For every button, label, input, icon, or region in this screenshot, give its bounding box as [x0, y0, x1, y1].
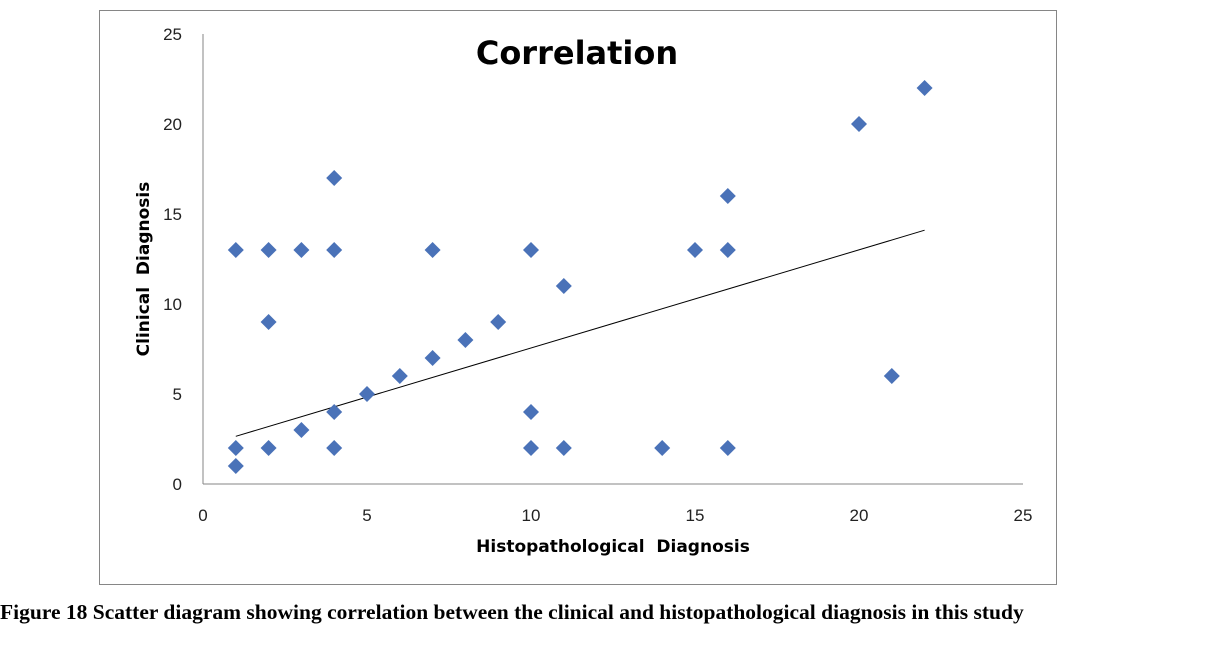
- data-point: [359, 386, 375, 402]
- data-point: [293, 422, 310, 438]
- data-point: [490, 314, 507, 330]
- figure-caption: Figure 18 Scatter diagram showing correl…: [0, 600, 1024, 624]
- data-point: [719, 440, 736, 456]
- trendline: [235, 229, 925, 437]
- data-point: [260, 242, 277, 258]
- data-point: [654, 440, 671, 456]
- data-point: [326, 242, 343, 258]
- x-tick-label: 5: [362, 506, 371, 525]
- y-tick-label: 10: [163, 295, 182, 314]
- chart-frame: Correlation 0 5 10 15 20 25 0 5 10 15 20 25 Histopa…: [99, 10, 1057, 585]
- data-point: [555, 278, 572, 294]
- data-point: [391, 368, 408, 384]
- data-point: [326, 404, 343, 420]
- data-point: [227, 242, 244, 258]
- data-point: [260, 440, 277, 456]
- scatter-chart: Correlation 0 5 10 15 20 25 0 5 10 15 20 25 Histopa…: [134, 25, 1033, 557]
- y-tick-label: 20: [163, 115, 182, 134]
- data-point: [457, 332, 474, 348]
- data-point: [523, 404, 539, 420]
- y-axis-title: Clinical Diagnosis: [134, 182, 154, 357]
- data-point: [227, 440, 244, 456]
- data-point: [227, 458, 244, 474]
- data-point: [916, 80, 933, 96]
- data-point: [851, 116, 867, 132]
- data-point: [424, 242, 441, 258]
- x-tick-label: 15: [686, 506, 705, 525]
- data-point: [523, 440, 539, 456]
- data-point: [719, 188, 736, 204]
- y-tick-label: 0: [173, 475, 182, 494]
- data-point: [326, 440, 343, 456]
- data-point: [719, 242, 736, 258]
- data-point: [326, 170, 343, 186]
- x-tick-label: 0: [198, 506, 207, 525]
- data-point: [523, 242, 539, 258]
- x-tick-label: 25: [1014, 506, 1033, 525]
- x-axis-title: Histopathological Diagnosis: [476, 537, 750, 557]
- data-point: [555, 440, 572, 456]
- data-point: [687, 242, 703, 258]
- x-tick-label: 20: [850, 506, 869, 525]
- y-tick-label: 5: [173, 385, 182, 404]
- data-point: [883, 368, 900, 384]
- chart-title: Correlation: [476, 34, 678, 72]
- data-point: [293, 242, 310, 258]
- data-point: [260, 314, 277, 330]
- y-tick-label: 15: [163, 205, 182, 224]
- y-tick-label: 25: [163, 25, 182, 44]
- x-tick-label: 10: [522, 506, 541, 525]
- data-point: [424, 350, 441, 366]
